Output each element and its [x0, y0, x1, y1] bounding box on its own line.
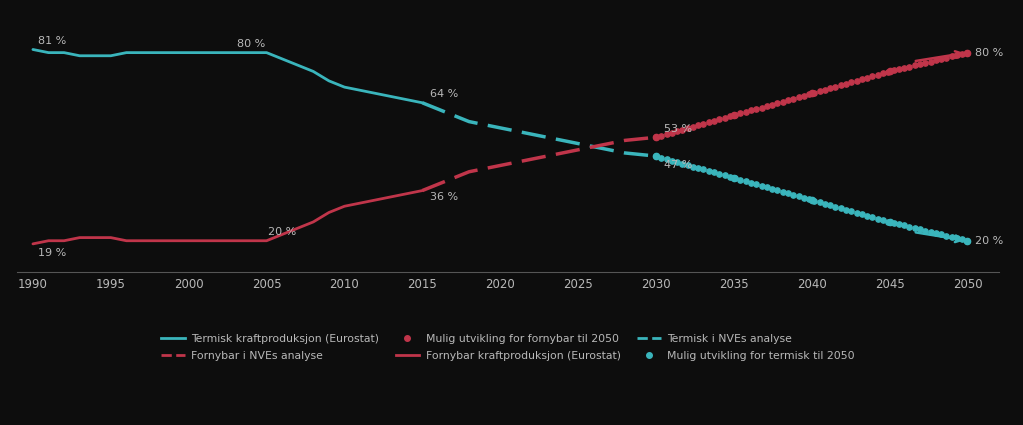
- Text: 36 %: 36 %: [430, 192, 458, 201]
- Text: 80 %: 80 %: [975, 48, 1004, 58]
- Text: 53 %: 53 %: [664, 124, 692, 133]
- Text: 80 %: 80 %: [237, 39, 265, 49]
- Text: 20 %: 20 %: [268, 227, 297, 237]
- Text: 81 %: 81 %: [38, 37, 65, 46]
- Text: 19 %: 19 %: [38, 248, 65, 258]
- Text: 64 %: 64 %: [430, 89, 458, 99]
- Legend: Termisk kraftproduksjon (Eurostat), Fornybar i NVEs analyse, Mulig utvikling for: Termisk kraftproduksjon (Eurostat), Forn…: [161, 334, 855, 360]
- Text: 20 %: 20 %: [975, 236, 1004, 246]
- Text: 47 %: 47 %: [664, 160, 693, 170]
